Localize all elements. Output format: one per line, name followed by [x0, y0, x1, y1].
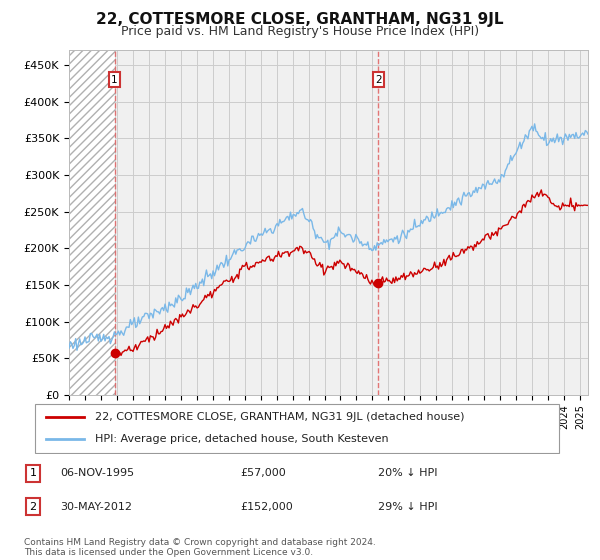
Text: 1: 1: [29, 468, 37, 478]
Text: 22, COTTESMORE CLOSE, GRANTHAM, NG31 9JL (detached house): 22, COTTESMORE CLOSE, GRANTHAM, NG31 9JL…: [95, 412, 464, 422]
Text: HPI: Average price, detached house, South Kesteven: HPI: Average price, detached house, Sout…: [95, 435, 388, 445]
Text: 1: 1: [111, 74, 118, 85]
Text: 2: 2: [375, 74, 382, 85]
Text: 20% ↓ HPI: 20% ↓ HPI: [378, 468, 437, 478]
Text: 06-NOV-1995: 06-NOV-1995: [60, 468, 134, 478]
Bar: [69, 50, 115, 395]
Text: £152,000: £152,000: [240, 502, 293, 512]
Text: Contains HM Land Registry data © Crown copyright and database right 2024.
This d: Contains HM Land Registry data © Crown c…: [24, 538, 376, 557]
Text: Price paid vs. HM Land Registry's House Price Index (HPI): Price paid vs. HM Land Registry's House …: [121, 25, 479, 38]
Text: £57,000: £57,000: [240, 468, 286, 478]
Text: 29% ↓ HPI: 29% ↓ HPI: [378, 502, 437, 512]
Bar: [69, 50, 115, 395]
Text: 2: 2: [29, 502, 37, 512]
Text: 30-MAY-2012: 30-MAY-2012: [60, 502, 132, 512]
Text: 22, COTTESMORE CLOSE, GRANTHAM, NG31 9JL: 22, COTTESMORE CLOSE, GRANTHAM, NG31 9JL: [96, 12, 504, 27]
FancyBboxPatch shape: [35, 404, 559, 452]
